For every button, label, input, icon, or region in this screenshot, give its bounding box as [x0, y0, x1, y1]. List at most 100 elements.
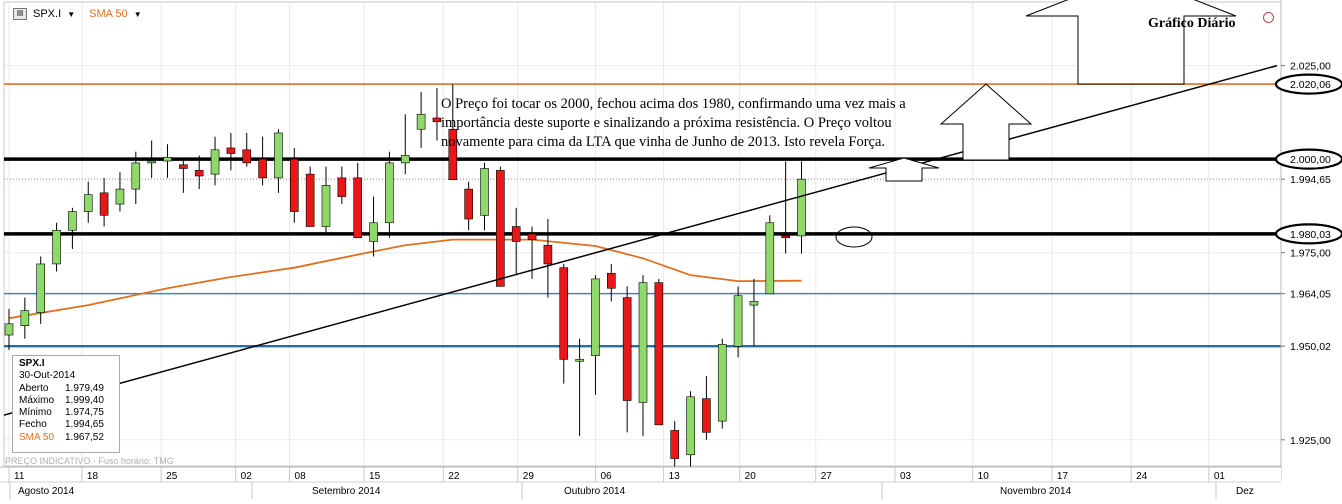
- candle[interactable]: [131, 151, 141, 205]
- candle[interactable]: [274, 129, 283, 193]
- chevron-down-icon: ▼: [67, 10, 76, 19]
- day-label: 08: [295, 471, 307, 482]
- candle[interactable]: [591, 275, 600, 395]
- candle-body: [83, 194, 93, 212]
- price-level-label: 1.994,65: [1290, 174, 1331, 186]
- candle[interactable]: [448, 84, 458, 181]
- candle[interactable]: [20, 297, 30, 339]
- candle[interactable]: [258, 136, 267, 186]
- candle[interactable]: [749, 278, 759, 347]
- candle[interactable]: [353, 162, 363, 239]
- info-value: 1.967,52: [65, 431, 104, 443]
- candle[interactable]: [702, 376, 711, 440]
- candle[interactable]: [496, 166, 505, 287]
- candle[interactable]: [765, 215, 775, 295]
- candle-body: [131, 162, 141, 190]
- candle-body: [464, 188, 473, 220]
- candle[interactable]: [733, 286, 743, 358]
- candle-body: [575, 359, 584, 362]
- candle[interactable]: [543, 219, 553, 298]
- price-level-label: 1.950,02: [1290, 341, 1331, 353]
- candle-body: [258, 158, 267, 179]
- candle[interactable]: [305, 166, 315, 227]
- candle[interactable]: [226, 132, 236, 171]
- candle[interactable]: [385, 151, 394, 238]
- candle-body: [781, 235, 790, 239]
- candle[interactable]: [36, 256, 46, 324]
- candle-body: [591, 278, 600, 356]
- candle[interactable]: [416, 91, 426, 148]
- clock-icon[interactable]: [1263, 12, 1274, 23]
- candle[interactable]: [163, 144, 172, 178]
- candle[interactable]: [670, 421, 680, 474]
- candle[interactable]: [622, 286, 632, 433]
- up-arrow-small: [868, 157, 940, 182]
- day-label: 18: [87, 471, 99, 482]
- candle-body: [749, 301, 759, 306]
- candle[interactable]: [606, 263, 616, 302]
- candle-body: [797, 178, 806, 237]
- annotation-line: importância deste suporte e sinalizando …: [441, 115, 892, 131]
- candle-body: [606, 272, 616, 289]
- month-label: Novembro 2014: [1000, 486, 1072, 497]
- candle[interactable]: [210, 136, 220, 186]
- candle[interactable]: [83, 181, 93, 223]
- candle[interactable]: [321, 166, 331, 234]
- candle[interactable]: [575, 338, 584, 437]
- candle-body: [353, 177, 363, 239]
- candle[interactable]: [52, 222, 61, 272]
- price-tick-label: 1.925,00: [1290, 435, 1331, 447]
- chart-type-icon[interactable]: ▤: [13, 8, 27, 20]
- candle-body: [321, 185, 331, 227]
- candle[interactable]: [432, 88, 442, 141]
- candle[interactable]: [99, 177, 109, 227]
- candle-body: [226, 147, 236, 154]
- candle[interactable]: [464, 181, 473, 231]
- candle-body: [733, 295, 743, 347]
- symbol-selector[interactable]: SPX.I ▼: [33, 8, 75, 20]
- candle[interactable]: [179, 159, 188, 193]
- day-label: 01: [1214, 471, 1226, 482]
- candle[interactable]: [337, 166, 347, 205]
- candle[interactable]: [115, 172, 125, 212]
- candle[interactable]: [511, 207, 521, 276]
- candle-body: [305, 173, 315, 227]
- candle[interactable]: [194, 155, 204, 190]
- price-level-label: 2.000,00: [1290, 154, 1331, 166]
- candle-body: [274, 132, 283, 179]
- day-label: 03: [900, 471, 912, 482]
- candle[interactable]: [369, 196, 378, 257]
- candle[interactable]: [781, 161, 790, 254]
- candle[interactable]: [68, 207, 77, 249]
- day-label: 02: [241, 471, 253, 482]
- annotation-text: O Preço foi tocar os 2000, fechou acima …: [441, 96, 906, 150]
- month-label: Agosto 2014: [18, 486, 75, 497]
- candle[interactable]: [717, 338, 727, 429]
- candle[interactable]: [654, 278, 664, 426]
- candle[interactable]: [289, 147, 299, 223]
- candle-body: [289, 158, 299, 212]
- arrows-layer: [835, 0, 1237, 248]
- candle[interactable]: [242, 132, 252, 167]
- candle-body: [717, 344, 727, 422]
- candle[interactable]: [480, 162, 489, 231]
- candle-body: [36, 263, 46, 313]
- candle[interactable]: [4, 308, 14, 350]
- candle[interactable]: [559, 263, 569, 384]
- candle[interactable]: [797, 161, 806, 254]
- time-axis-panel: [0, 467, 1281, 499]
- candle[interactable]: [147, 140, 156, 178]
- candle[interactable]: [638, 275, 648, 437]
- month-label: Setembro 2014: [312, 486, 381, 497]
- candle-body: [385, 162, 394, 224]
- candle-body: [20, 310, 30, 326]
- label-circle: [1274, 148, 1342, 170]
- candle-body: [480, 168, 489, 216]
- annotation-line: O Preço foi tocar os 2000, fechou acima …: [441, 96, 906, 112]
- indicator-selector[interactable]: SMA 50 ▼: [89, 8, 142, 20]
- candle-body: [686, 396, 695, 456]
- candle[interactable]: [400, 114, 410, 175]
